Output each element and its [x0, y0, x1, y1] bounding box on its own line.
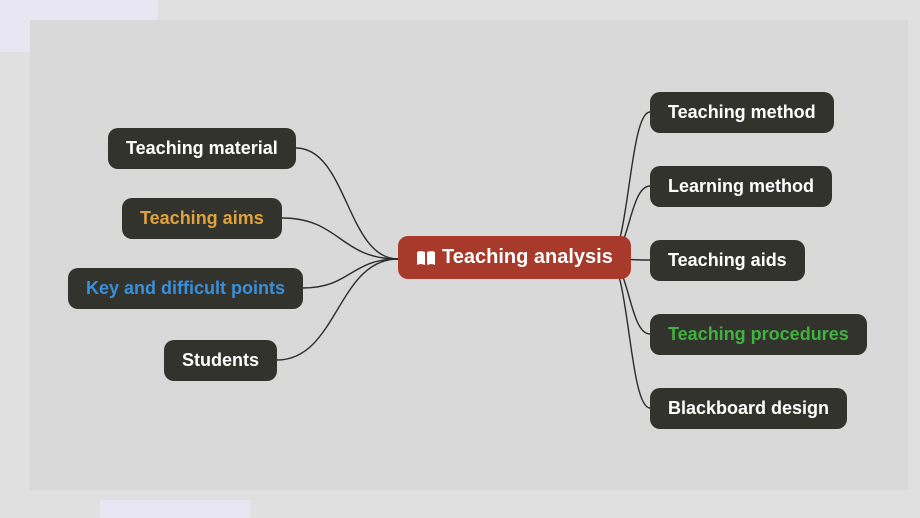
- leaf-label-teaching-aids: Teaching aids: [668, 250, 787, 271]
- mindmap-canvas: Teaching analysis Teaching material Teachi…: [30, 20, 908, 490]
- leaf-blackboard-design: Blackboard design: [650, 388, 847, 429]
- leaf-label-teaching-method: Teaching method: [668, 102, 816, 123]
- center-node-label: Teaching analysis: [442, 246, 613, 269]
- edge: [282, 218, 398, 259]
- leaf-students: Students: [164, 340, 277, 381]
- edge: [608, 259, 650, 408]
- leaf-label-teaching-material: Teaching material: [126, 138, 278, 159]
- edge: [303, 259, 398, 288]
- center-node: Teaching analysis: [398, 236, 631, 279]
- leaf-label-teaching-aims: Teaching aims: [140, 208, 264, 229]
- decorative-strip-bottom: [100, 500, 250, 518]
- leaf-label-teaching-procedures: Teaching procedures: [668, 324, 849, 345]
- leaf-label-key-difficult-points: Key and difficult points: [86, 278, 285, 299]
- leaf-learning-method: Learning method: [650, 166, 832, 207]
- leaf-label-blackboard-design: Blackboard design: [668, 398, 829, 419]
- leaf-teaching-aims: Teaching aims: [122, 198, 282, 239]
- leaf-teaching-method: Teaching method: [650, 92, 834, 133]
- leaf-teaching-aids: Teaching aids: [650, 240, 805, 281]
- leaf-label-learning-method: Learning method: [668, 176, 814, 197]
- leaf-label-students: Students: [182, 350, 259, 371]
- book-icon: [416, 250, 436, 266]
- leaf-teaching-procedures: Teaching procedures: [650, 314, 867, 355]
- leaf-key-difficult-points: Key and difficult points: [68, 268, 303, 309]
- edge: [296, 148, 398, 259]
- leaf-teaching-material: Teaching material: [108, 128, 296, 169]
